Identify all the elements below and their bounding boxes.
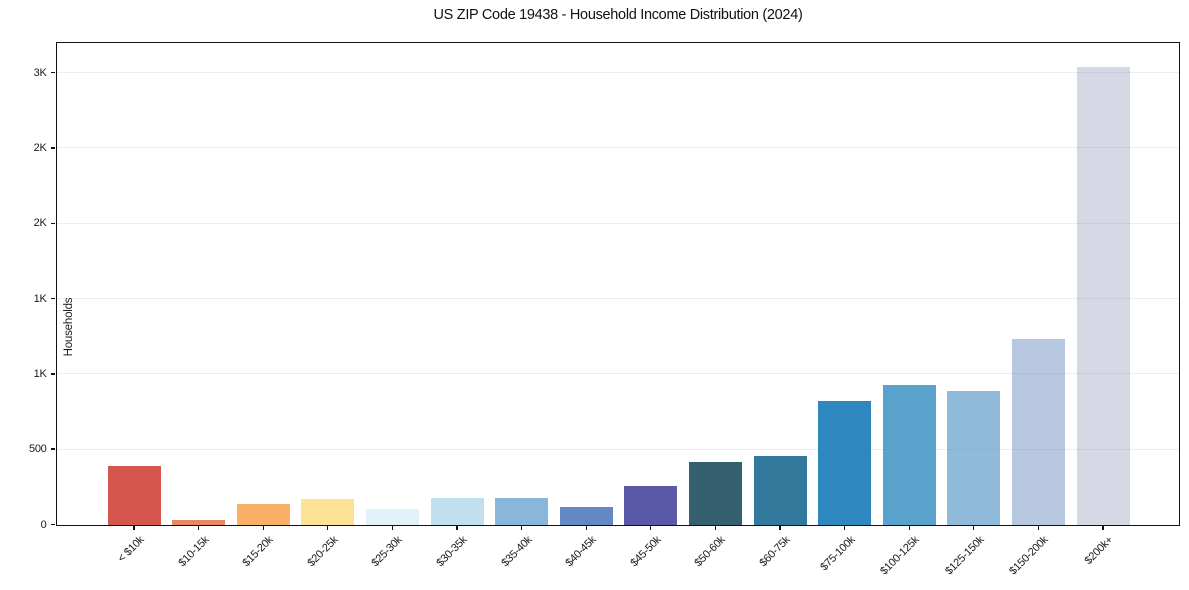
x-tick-mark — [391, 526, 394, 530]
bar-$20-25k — [301, 498, 355, 525]
x-tick-mark — [197, 526, 200, 530]
gridline-500 — [56, 448, 1179, 450]
x-tick-mark — [908, 526, 910, 530]
gridline-3K — [56, 72, 1179, 74]
bar-$25-30k — [365, 509, 419, 525]
x-tick-label-< $10k: < $10k — [115, 533, 147, 565]
y-tick-label: 0 — [40, 518, 47, 531]
bar-$100-125k — [882, 385, 936, 525]
y-tick-mark — [51, 373, 55, 375]
bar-< $10k — [107, 465, 161, 525]
x-tick-mark — [1102, 526, 1104, 530]
x-tick-mark — [714, 526, 717, 530]
x-tick-mark — [456, 526, 458, 530]
y-tick-label: 3K — [33, 66, 47, 79]
y-tick-mark — [51, 523, 55, 526]
y-tick-mark — [51, 448, 55, 450]
gridline-2K — [56, 222, 1179, 224]
gridline-1K — [56, 373, 1179, 375]
x-tick-mark — [779, 526, 781, 530]
y-tick-label: 2K — [33, 141, 47, 154]
x-tick-mark — [973, 526, 975, 530]
y-tick-mark — [51, 71, 55, 74]
x-tick-mark — [133, 526, 135, 530]
chart-title: US ZIP Code 19438 - Household Income Dis… — [433, 7, 803, 23]
x-tick-mark — [585, 526, 587, 530]
plot-area: Households 0 500 1K 1K 2K 2K 3K < $10k $10-15k $1… — [29, 41, 1180, 577]
bar-$150-200k — [1011, 338, 1065, 525]
bar-$45-50k — [624, 485, 678, 525]
y-tick-label: 1K — [33, 367, 47, 380]
y-tick-label: 2K — [33, 217, 47, 230]
bar-$10-15k — [172, 520, 226, 525]
bar-$35-40k — [495, 498, 549, 525]
x-tick-mark — [650, 526, 652, 530]
gridline-1K — [56, 298, 1179, 300]
y-tick-mark — [51, 297, 55, 300]
y-tick-label: 1K — [33, 292, 47, 305]
x-tick-mark — [1037, 526, 1040, 530]
x-tick-mark — [843, 526, 846, 530]
bar-$30-35k — [430, 498, 484, 525]
y-axis-label: Households — [62, 297, 75, 356]
bar-$50-60k — [688, 461, 742, 525]
y-tick-label: 500 — [29, 443, 47, 456]
x-tick-mark — [327, 526, 329, 530]
y-tick-mark — [51, 222, 55, 224]
y-tick-mark — [51, 147, 55, 149]
bar-$75-100k — [818, 401, 872, 525]
x-tick-mark — [520, 526, 523, 530]
bar-$125-150k — [947, 390, 1001, 525]
bar-$60-75k — [753, 456, 807, 525]
gridline-2K — [56, 147, 1179, 149]
bar-$15-20k — [236, 504, 290, 525]
bar-$200k+ — [1076, 67, 1130, 525]
bar-$40-45k — [559, 507, 613, 525]
x-tick-mark — [262, 526, 264, 530]
